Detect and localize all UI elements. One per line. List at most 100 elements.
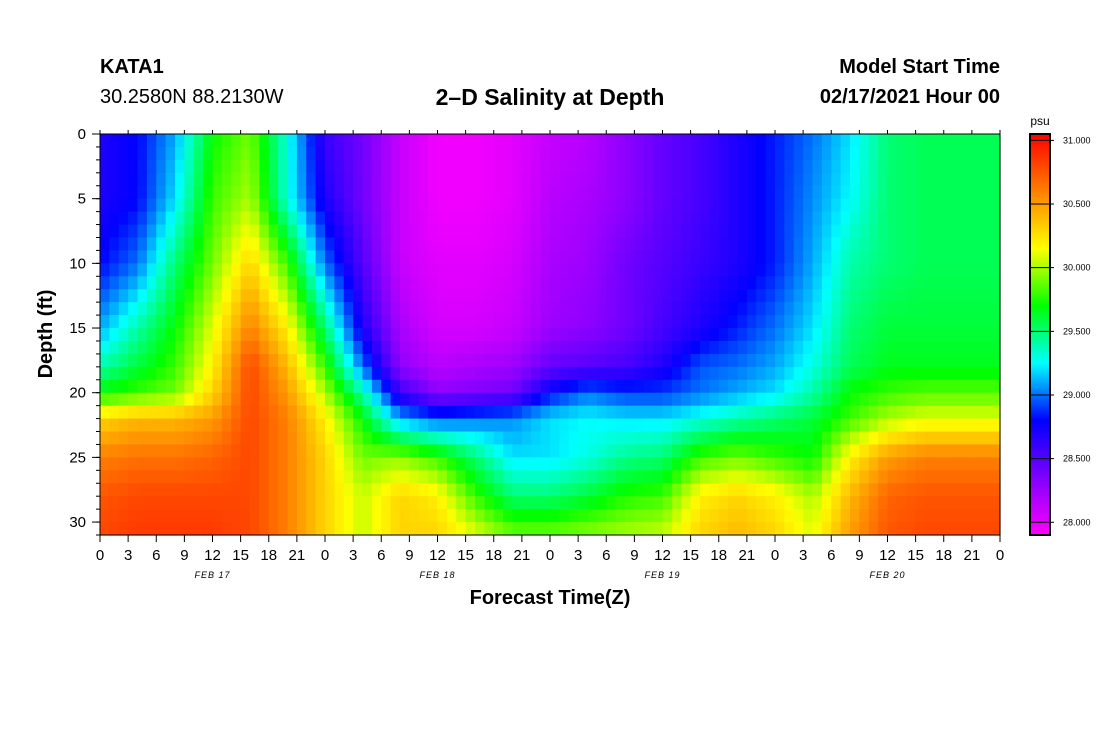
heatmap-cell [925, 340, 935, 355]
heatmap-cell [428, 134, 439, 148]
heatmap-cell [446, 185, 457, 200]
heatmap-cell [381, 470, 392, 484]
heatmap-cell [484, 431, 495, 446]
heatmap-cell [109, 159, 120, 174]
heatmap-cell [709, 328, 720, 342]
heatmap-cell [343, 379, 354, 394]
heatmap-cell [203, 405, 214, 420]
heatmap-cell [812, 198, 823, 213]
heatmap-cell [362, 185, 373, 200]
heatmap-cell [137, 483, 148, 497]
heatmap-cell [962, 522, 973, 536]
heatmap-cell [296, 496, 307, 510]
heatmap-cell [540, 276, 551, 290]
heatmap-cell [493, 483, 504, 497]
heatmap-cell [231, 263, 242, 277]
heatmap-cell [765, 405, 776, 420]
heatmap-cell [437, 211, 448, 226]
heatmap-cell [718, 444, 729, 458]
heatmap-cell [240, 159, 251, 174]
heatmap-cell [362, 405, 373, 420]
heatmap-cell [128, 431, 139, 446]
heatmap-cell [203, 353, 214, 368]
heatmap-cell [371, 263, 382, 277]
heatmap-cell [812, 379, 823, 394]
heatmap-cell [568, 418, 579, 433]
x-axis-label: Forecast Time(Z) [470, 587, 631, 609]
heatmap-cell [718, 237, 729, 252]
heatmap-cell [531, 172, 542, 187]
heatmap-cell [400, 483, 410, 497]
heatmap-cell [812, 483, 823, 497]
heatmap-cell [868, 483, 879, 497]
heatmap-cell [503, 483, 514, 497]
heatmap-cell [428, 509, 439, 523]
heatmap-cell [812, 496, 823, 510]
heatmap-cell [221, 496, 232, 510]
heatmap-cell [559, 315, 570, 329]
heatmap-cell [109, 483, 120, 497]
heatmap-cell [971, 289, 982, 303]
heatmap-cell [540, 224, 551, 239]
heatmap-cell [971, 392, 982, 407]
heatmap-cell [193, 263, 204, 277]
heatmap-cell [540, 134, 551, 148]
heatmap-cell [306, 263, 317, 277]
heatmap-cell [700, 522, 710, 536]
heatmap-cell [203, 237, 214, 252]
heatmap-cell [100, 328, 110, 342]
heatmap-cell [587, 159, 598, 174]
heatmap-cell [550, 185, 560, 200]
heatmap-cell [165, 405, 176, 420]
heatmap-cell [203, 522, 214, 536]
heatmap-cell [634, 470, 645, 484]
heatmap-cell [709, 509, 720, 523]
heatmap-cell [850, 198, 860, 213]
heatmap-cell [737, 289, 748, 303]
heatmap-cell [634, 315, 645, 329]
heatmap-cell [728, 276, 739, 290]
y-tick-label: 10 [69, 255, 86, 272]
heatmap-cell [559, 444, 570, 458]
heatmap-cell [512, 328, 523, 342]
heatmap-cell [906, 340, 917, 355]
heatmap-cell [981, 522, 992, 536]
heatmap-cell [418, 522, 429, 536]
heatmap-cell [428, 418, 439, 433]
heatmap-cell [306, 444, 317, 458]
heatmap-cell [128, 522, 139, 536]
heatmap-cell [653, 289, 664, 303]
heatmap-cell [400, 405, 410, 420]
y-tick-label: 30 [69, 514, 86, 531]
heatmap-cell [793, 392, 804, 407]
heatmap-cell [503, 159, 514, 174]
heatmap-cell [906, 198, 917, 213]
heatmap-cell [737, 366, 748, 381]
heatmap-cell [278, 159, 289, 174]
heatmap-cell [334, 483, 345, 497]
heatmap-cell [550, 522, 560, 536]
heatmap-cell [803, 237, 814, 252]
heatmap-cell [437, 405, 448, 420]
date-label: FEB 17 [194, 570, 230, 580]
heatmap-cell [484, 134, 495, 148]
heatmap-cell [878, 496, 889, 510]
heatmap-cell [859, 522, 870, 536]
heatmap-cell [596, 185, 607, 200]
heatmap-cell [268, 172, 279, 187]
heatmap-cell [906, 457, 917, 471]
heatmap-cell [653, 134, 664, 148]
heatmap-cell [821, 353, 832, 368]
heatmap-cell [409, 418, 420, 433]
heatmap-cell [568, 224, 579, 239]
heatmap-cell [568, 211, 579, 226]
heatmap-cell [925, 237, 935, 252]
heatmap-cell [868, 366, 879, 381]
heatmap-cell [437, 159, 448, 174]
heatmap-cell [943, 418, 954, 433]
heatmap-cell [812, 340, 823, 355]
heatmap-cell [775, 159, 785, 174]
colorbar-tick-label: 30.000 [1063, 263, 1091, 273]
heatmap-cell [521, 159, 532, 174]
heatmap-cell [596, 302, 607, 316]
